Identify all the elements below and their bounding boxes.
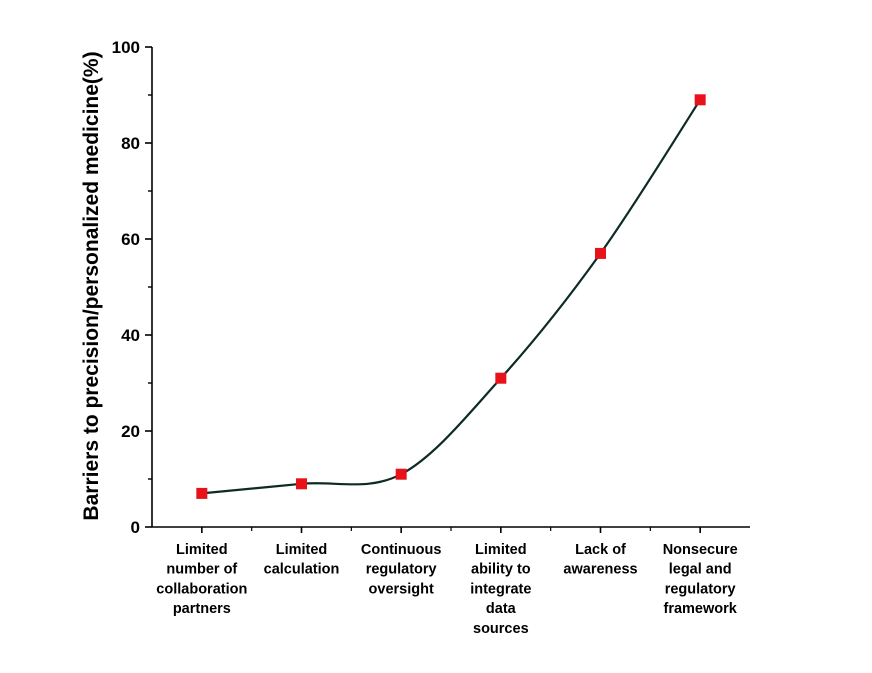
x-tick-label: Continuous regulatory oversight (361, 542, 442, 597)
y-tick-label: 80 (121, 134, 140, 153)
data-point-marker (495, 372, 507, 384)
axis-labels: Barriers to precision/personalized medic… (80, 38, 738, 637)
data-point-marker (595, 247, 606, 259)
y-tick-label: 40 (121, 326, 140, 345)
y-tick-label: 20 (121, 422, 140, 441)
x-tick-label: Lack of awareness (563, 542, 637, 578)
series-line (201, 99, 702, 495)
series-line-layer (201, 99, 702, 495)
y-tick-label: 100 (112, 38, 140, 57)
data-point-marker (296, 478, 307, 490)
data-point-marker (395, 468, 407, 480)
x-tick-label: Limited number of collaboration partners (156, 542, 247, 617)
y-tick-label: 60 (121, 230, 140, 249)
x-tick-label: Limited calculation (264, 542, 340, 578)
axes (145, 46, 750, 533)
y-axis-title: Barriers to precision/personalized medic… (80, 51, 103, 520)
data-point-marker (196, 487, 208, 499)
x-tick-label: Nonsecure legal and regulatory framework (663, 542, 738, 617)
y-tick-label: 0 (131, 518, 140, 537)
data-markers (196, 94, 706, 499)
x-tick-label: Limited ability to integrate data sources (470, 542, 531, 637)
data-point-marker (694, 94, 706, 106)
